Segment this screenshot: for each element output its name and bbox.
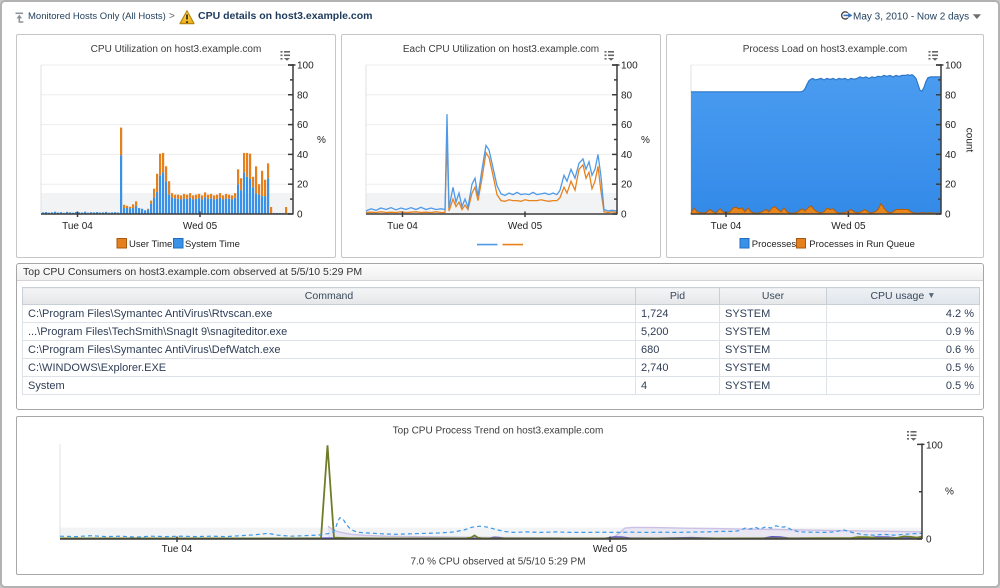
svg-text:100: 100 <box>621 61 638 72</box>
svg-text:Top CPU Process Trend on host3: Top CPU Process Trend on host3.example.c… <box>393 426 604 437</box>
svg-text:Processes: Processes <box>752 239 797 250</box>
svg-text:20: 20 <box>297 180 309 191</box>
svg-text:100: 100 <box>945 61 962 72</box>
svg-text:80: 80 <box>621 90 633 101</box>
svg-text:Wed 05: Wed 05 <box>831 221 866 232</box>
svg-text:60: 60 <box>621 120 633 131</box>
svg-text:%: % <box>317 135 326 146</box>
svg-text:100: 100 <box>297 61 314 72</box>
svg-text:Process Load on host3.example.: Process Load on host3.example.com <box>743 44 908 55</box>
svg-text:0: 0 <box>945 210 951 221</box>
svg-text:40: 40 <box>297 150 309 161</box>
svg-text:80: 80 <box>945 90 957 101</box>
svg-text:100: 100 <box>926 440 943 451</box>
svg-text:Processes in Run Queue: Processes in Run Queue <box>809 239 915 250</box>
svg-text:40: 40 <box>945 150 957 161</box>
svg-text:CPU details on host3.example.c: CPU details on host3.example.com <box>198 10 372 22</box>
svg-text:0: 0 <box>297 210 303 221</box>
svg-text:Wed 05: Wed 05 <box>183 221 218 232</box>
svg-text:40: 40 <box>621 150 633 161</box>
svg-text:80: 80 <box>297 90 309 101</box>
svg-text:Tue 04: Tue 04 <box>162 544 193 555</box>
svg-text:Tue 04: Tue 04 <box>62 221 93 232</box>
svg-text:%: % <box>641 135 650 146</box>
svg-text:60: 60 <box>945 120 957 131</box>
svg-text:CPU Utilization on host3.examp: CPU Utilization on host3.example.com <box>91 44 262 55</box>
svg-text:User Time: User Time <box>129 239 172 250</box>
svg-text:20: 20 <box>621 180 633 191</box>
svg-text:Tue 04: Tue 04 <box>387 221 418 232</box>
svg-text:0: 0 <box>621 210 627 221</box>
svg-text:7.0 % CPU observed at 5/5/10 5: 7.0 % CPU observed at 5/5/10 5:29 PM <box>410 557 585 568</box>
svg-text:%: % <box>945 487 954 498</box>
svg-text:20: 20 <box>945 180 957 191</box>
svg-text:>: > <box>169 11 175 22</box>
svg-text:Wed 05: Wed 05 <box>508 221 543 232</box>
svg-text:Each CPU Utilization on host3.: Each CPU Utilization on host3.example.co… <box>403 44 599 55</box>
svg-text:60: 60 <box>297 120 309 131</box>
svg-text:Tue 04: Tue 04 <box>711 221 742 232</box>
svg-text:0: 0 <box>926 535 932 546</box>
svg-text:Wed 05: Wed 05 <box>593 544 628 555</box>
svg-text:System Time: System Time <box>185 239 240 250</box>
svg-text:May 3, 2010 - Now 2 days: May 3, 2010 - Now 2 days <box>853 12 969 23</box>
svg-text:Monitored Hosts Only (All Host: Monitored Hosts Only (All Hosts) <box>28 11 166 22</box>
svg-text:count: count <box>964 128 975 153</box>
